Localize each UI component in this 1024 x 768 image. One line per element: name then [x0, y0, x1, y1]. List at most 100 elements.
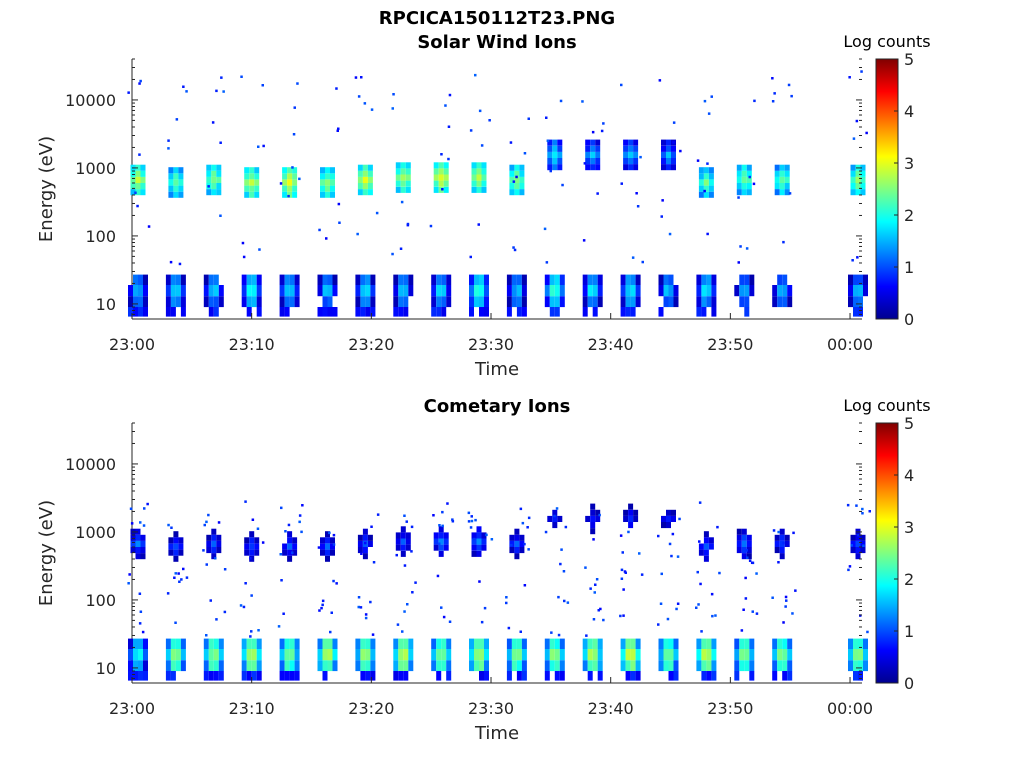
spectrogram-cell	[211, 547, 217, 554]
spectrogram-cell	[143, 507, 146, 510]
spectrogram-cell	[289, 296, 295, 308]
spectrogram-cell	[406, 603, 409, 606]
spectrogram-cell	[400, 532, 406, 539]
spectrogram-cell	[438, 550, 444, 557]
spectrogram-cell	[213, 285, 219, 297]
spectrogram-cell	[440, 606, 443, 609]
spectrogram-cell	[619, 534, 623, 537]
spectrogram-cell	[777, 660, 783, 672]
spectrogram-cell	[703, 189, 706, 193]
spectrogram-cell	[741, 170, 747, 177]
spectrogram-cell	[774, 170, 780, 177]
spectrogram-cell	[130, 170, 136, 177]
spectrogram-cell	[178, 262, 182, 266]
spectrogram-cell	[708, 173, 714, 180]
spectrogram-cell	[330, 611, 333, 614]
spectrogram-cell	[138, 671, 143, 681]
spectrogram-cell	[597, 609, 600, 612]
spectrogram-cell	[395, 180, 401, 187]
spectrogram-cell	[484, 671, 489, 681]
spectrogram-cell	[739, 245, 742, 248]
spectrogram-cell	[206, 164, 212, 171]
spectrogram-cell	[254, 173, 260, 180]
spectrogram-cell	[860, 540, 866, 547]
spectrogram-cell	[282, 549, 288, 556]
spectrogram-cell	[400, 200, 404, 204]
spectrogram-cell	[287, 167, 293, 174]
spectrogram-cell	[332, 660, 338, 672]
spectrogram-cell	[317, 285, 323, 297]
spectrogram-cell	[858, 285, 863, 297]
spectrogram-cell	[658, 649, 664, 661]
spectrogram-cell	[741, 547, 747, 554]
spectrogram-cell	[855, 183, 861, 190]
spectrogram-cell	[661, 515, 666, 522]
spectrogram-cell	[470, 515, 473, 518]
spectrogram-cell	[395, 544, 401, 551]
spectrogram-cell	[519, 189, 525, 196]
spectrogram-cell	[244, 582, 247, 585]
spectrogram-cell	[560, 548, 563, 551]
spectrogram-cell	[850, 544, 853, 547]
spectrogram-cell	[130, 534, 136, 541]
spectrogram-cell	[436, 574, 440, 578]
spectrogram-cell	[251, 660, 257, 672]
spectrogram-cell	[597, 296, 603, 308]
spectrogram-cell	[696, 285, 702, 297]
spectrogram-cell	[711, 638, 717, 649]
spectrogram-cell	[853, 660, 858, 672]
spectrogram-cell	[746, 170, 752, 177]
spectrogram-cell	[138, 285, 143, 297]
spectrogram-cell	[737, 196, 740, 199]
spectrogram-cell	[552, 515, 558, 522]
spectrogram-cell	[589, 587, 592, 590]
spectrogram-cell	[138, 622, 142, 625]
spectrogram-cell	[777, 638, 783, 649]
spectrogram-cell	[239, 604, 243, 607]
spectrogram-cell	[848, 296, 853, 308]
colorbar-tick-label: 3	[904, 154, 914, 173]
spectrogram-cell	[627, 530, 630, 534]
spectrogram-cell	[133, 649, 138, 661]
spectrogram-cell	[219, 214, 222, 217]
spectrogram-cell	[587, 649, 593, 661]
spectrogram-cell	[711, 614, 714, 618]
spectrogram-cell	[294, 274, 300, 285]
spectrogram-cell	[332, 638, 338, 649]
spectrogram-cell	[398, 285, 404, 297]
spectrogram-cell	[322, 649, 328, 661]
spectrogram-cell	[484, 296, 489, 308]
spectrogram-cell	[787, 83, 791, 87]
spectrogram-cell	[488, 119, 491, 122]
spectrogram-cell	[335, 582, 338, 585]
spectrogram-cell	[208, 296, 214, 308]
spectrogram-cell	[216, 183, 222, 190]
spectrogram-cell	[165, 649, 171, 661]
spectrogram-cell	[850, 534, 856, 541]
spectrogram-cell	[696, 570, 699, 574]
spectrogram-cell	[779, 528, 785, 535]
spectrogram-cell	[853, 285, 858, 297]
spectrogram-cell	[592, 296, 598, 308]
spectrogram-cell	[357, 540, 363, 547]
spectrogram-cell	[325, 549, 330, 556]
spectrogram-cell	[410, 550, 413, 553]
spectrogram-cell	[673, 660, 679, 672]
spectrogram-cell	[668, 671, 674, 681]
spectrogram-cell	[671, 509, 676, 516]
spectrogram-cell	[436, 274, 442, 285]
spectrogram-cell	[360, 552, 363, 555]
spectrogram-cell	[370, 660, 376, 672]
spectrogram-cell	[135, 553, 141, 560]
spectrogram-cell	[853, 307, 858, 317]
spectrogram-cell	[509, 176, 515, 183]
spectrogram-cell	[544, 296, 550, 308]
spectrogram-cell	[850, 176, 856, 183]
spectrogram-cell	[633, 139, 639, 146]
spectrogram-cell	[332, 579, 335, 583]
spectrogram-cell	[481, 186, 487, 193]
spectrogram-cell	[138, 649, 143, 661]
spectrogram-cell	[180, 285, 186, 297]
spectrogram-cell	[620, 577, 624, 580]
spectrogram-cell	[393, 649, 399, 661]
